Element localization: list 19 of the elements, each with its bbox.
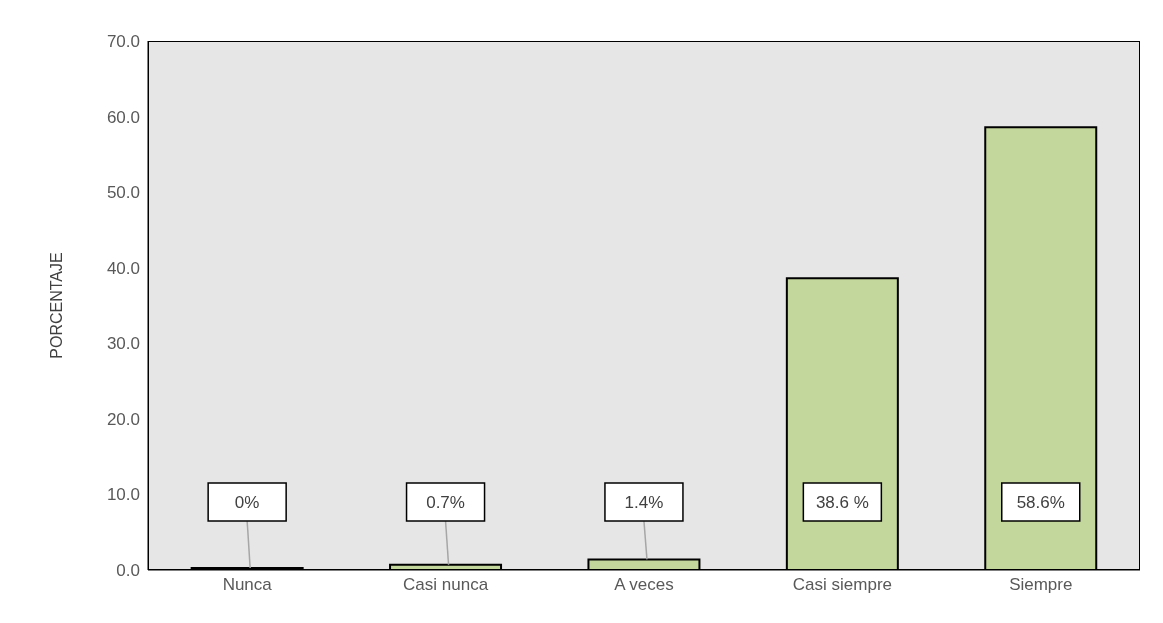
y-tick-label: 0.0 xyxy=(116,561,140,581)
data-label: 1.4% xyxy=(624,492,664,512)
y-tick-label: 10.0 xyxy=(106,485,140,505)
x-tick-label: Casi nunca xyxy=(403,575,489,595)
x-tick-label: Casi siempre xyxy=(792,575,892,595)
data-label: 38.6 % xyxy=(815,492,869,512)
x-tick-label: Siempre xyxy=(1009,575,1073,595)
data-label: 58.6% xyxy=(1016,492,1065,512)
data-label: 0% xyxy=(234,492,260,512)
y-tick-label: 20.0 xyxy=(106,409,140,429)
data-label: 0.7% xyxy=(426,492,465,512)
y-tick-label: 50.0 xyxy=(106,183,140,203)
y-tick-label: 60.0 xyxy=(106,107,140,127)
y-axis-title: PORCENTAJE xyxy=(47,252,65,359)
y-tick-label: 70.0 xyxy=(106,32,140,52)
x-tick-label: Nunca xyxy=(222,575,273,595)
y-tick-label: 30.0 xyxy=(106,334,140,354)
y-tick-label: 40.0 xyxy=(106,258,140,278)
x-tick-label: A veces xyxy=(614,575,674,595)
